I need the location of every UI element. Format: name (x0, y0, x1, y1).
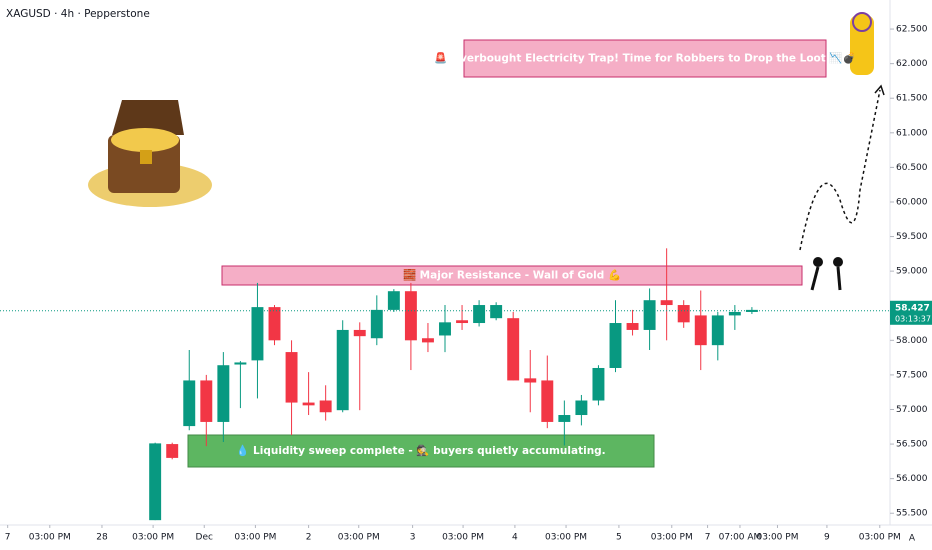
candle-body (456, 320, 469, 324)
auto-scale-button[interactable]: A (909, 534, 916, 544)
countdown-label: 03:13:37 (895, 314, 931, 323)
x-tick-label: 03:00 PM (234, 533, 276, 543)
y-tick-label: 57.500 (896, 370, 928, 380)
annotation-text: 🧱 Major Resistance - Wall of Gold 💪 (403, 269, 621, 282)
x-tick-label: Dec (196, 533, 213, 543)
candle-body (166, 444, 179, 458)
candle-body (336, 329, 349, 411)
y-tick-label: 60.000 (896, 197, 928, 207)
candle-body (711, 315, 724, 346)
candle-body (609, 323, 622, 368)
annotation-box (187, 434, 655, 468)
candle-body (524, 378, 537, 383)
candle-body (541, 380, 554, 422)
candle-body (473, 305, 486, 324)
candle-body (490, 305, 503, 319)
candle-body (200, 380, 213, 422)
chart-title: XAGUSD · 4h · Pepperstone (6, 8, 150, 20)
x-tick-label: 03:00 PM (29, 533, 71, 543)
candle-body (439, 322, 451, 336)
annotation-box (463, 39, 827, 78)
candle-body (268, 307, 281, 341)
candle-body (677, 305, 690, 323)
candle-body (404, 291, 417, 341)
robber-figures (796, 12, 885, 298)
candle-body (353, 329, 366, 337)
candle-body (319, 400, 332, 413)
y-tick-label: 58.000 (896, 336, 928, 346)
x-tick-label: 07:00 AM (719, 533, 762, 543)
x-tick-label: 03:00 PM (859, 533, 901, 543)
y-tick-label: 57.000 (896, 405, 928, 415)
x-tick-label: 4 (512, 533, 518, 543)
candle-body (575, 400, 588, 416)
y-tick-label: 62.000 (896, 59, 928, 69)
annotation-text: 💧 Liquidity sweep complete - 🕵️ buyers q… (236, 444, 605, 457)
x-tick-label: 7 (705, 533, 711, 543)
candle-body (387, 291, 400, 310)
x-tick-label: 3 (410, 533, 416, 543)
candle-body (183, 380, 196, 427)
x-tick-label: 5 (616, 533, 622, 543)
y-tick-label: 56.500 (896, 440, 928, 450)
x-tick-label: 03:00 PM (442, 533, 484, 543)
candle-body (302, 402, 315, 406)
candle-body (660, 300, 673, 306)
candle-body (421, 338, 434, 343)
candle-body (217, 365, 230, 422)
x-tick-label: 9 (824, 533, 830, 543)
y-tick-label: 59.500 (896, 232, 928, 242)
y-tick-label: 60.500 (896, 163, 928, 173)
y-tick-label: 55.500 (896, 509, 928, 519)
candle-body (507, 318, 520, 381)
x-tick-label: 03:00 PM (651, 533, 693, 543)
x-tick-label: 03:00 PM (132, 533, 174, 543)
y-tick-label: 62.500 (896, 25, 928, 35)
candle-body (694, 315, 707, 346)
y-tick-label: 59.000 (896, 267, 928, 277)
candle-body (370, 309, 383, 339)
x-tick-label: 03:00 PM (756, 533, 798, 543)
candle-body (643, 300, 656, 330)
candle-body (558, 415, 571, 422)
candle-body (745, 309, 758, 312)
y-tick-label: 61.000 (896, 128, 928, 138)
annotation-box (221, 265, 803, 286)
last-price-box (890, 300, 932, 325)
candle-body (728, 311, 741, 316)
y-tick-label: 56.000 (896, 474, 928, 484)
annotation-text: 🚨 Overbought Electricity Trap! Time for … (434, 52, 855, 65)
candle-body (149, 443, 162, 521)
candle-body (285, 352, 298, 403)
x-tick-label: 2 (306, 533, 312, 543)
x-tick-label: 7 (5, 533, 11, 543)
y-tick-label: 61.500 (896, 94, 928, 104)
x-tick-label: 28 (96, 533, 108, 543)
last-price-label: 58.427 (895, 303, 930, 313)
candle-body (251, 307, 264, 361)
candle-body (592, 367, 605, 401)
x-tick-label: 03:00 PM (545, 533, 587, 543)
candle-body (626, 323, 639, 330)
treasure-chest (88, 100, 212, 207)
x-tick-label: 03:00 PM (338, 533, 380, 543)
candle-body (234, 362, 247, 365)
